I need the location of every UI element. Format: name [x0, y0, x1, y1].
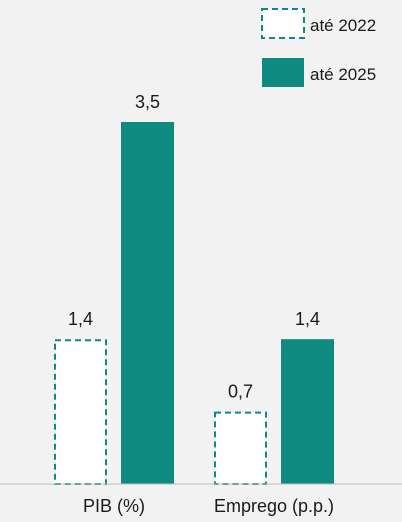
legend-swatch-ate-2025 — [262, 58, 304, 87]
data-label-ate-2022-emprego-p-p: 0,7 — [228, 382, 253, 402]
bar-ate-2025-emprego-p-p — [281, 339, 334, 484]
legend-label-ate-2022: até 2022 — [310, 16, 376, 35]
legend-swatch-ate-2022 — [261, 8, 305, 39]
bar-ate-2022-emprego-p-p — [214, 411, 267, 486]
data-label-ate-2025-emprego-p-p: 1,4 — [295, 309, 320, 329]
data-label-ate-2025-pib: 3,5 — [135, 92, 160, 112]
legend-item-ate-2022: até 2022 — [261, 8, 376, 39]
value-labels-group: 1,4 3,5 0,7 1,4 — [68, 92, 320, 402]
category-labels-group: PIB (%) Emprego (p.p.) — [83, 496, 334, 516]
category-label-emprego-p-p: Emprego (p.p.) — [214, 496, 334, 516]
legend: até 2022 até 2025 — [261, 8, 376, 87]
category-label-pib: PIB (%) — [83, 496, 145, 516]
bar-ate-2025-pib — [121, 122, 174, 484]
bars-group — [54, 122, 334, 486]
legend-item-ate-2025: até 2025 — [262, 58, 376, 87]
legend-label-ate-2025: até 2025 — [310, 65, 376, 84]
bar-ate-2022-pib — [54, 339, 107, 486]
data-label-ate-2022-pib: 1,4 — [68, 309, 93, 329]
